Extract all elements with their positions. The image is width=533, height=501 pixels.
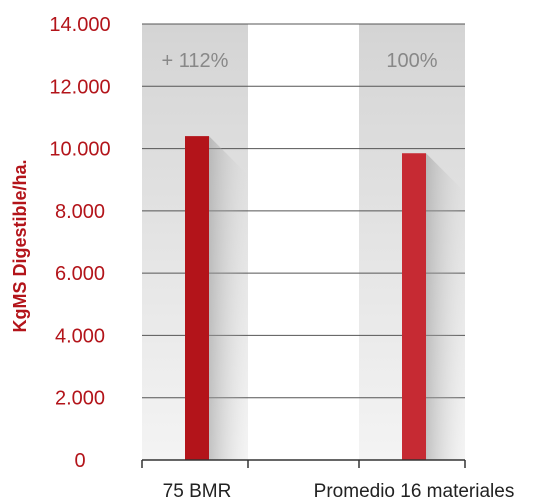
y-tick-label: 14.000 [49, 14, 110, 36]
bar [185, 136, 209, 460]
bar-shadow [426, 153, 464, 460]
bar-annotation: 100% [386, 50, 437, 72]
bar-annotation: + 112% [162, 50, 229, 72]
x-tick-label: 75 BMR [163, 481, 232, 501]
y-tick-label: 8.000 [55, 201, 105, 223]
y-tick-label: 4.000 [55, 325, 105, 347]
y-tick-label: 10.000 [49, 139, 110, 161]
bar [402, 153, 426, 460]
y-axis-title: KgMS Digestible/ha. [10, 159, 30, 332]
y-tick-label: 6.000 [55, 263, 105, 285]
y-tick-label: 12.000 [49, 76, 110, 98]
bar-shadow [209, 136, 247, 460]
y-tick-label: 2.000 [55, 388, 105, 410]
x-tick-label: Promedio 16 materiales [314, 481, 515, 501]
y-tick-label: 0 [74, 450, 85, 472]
